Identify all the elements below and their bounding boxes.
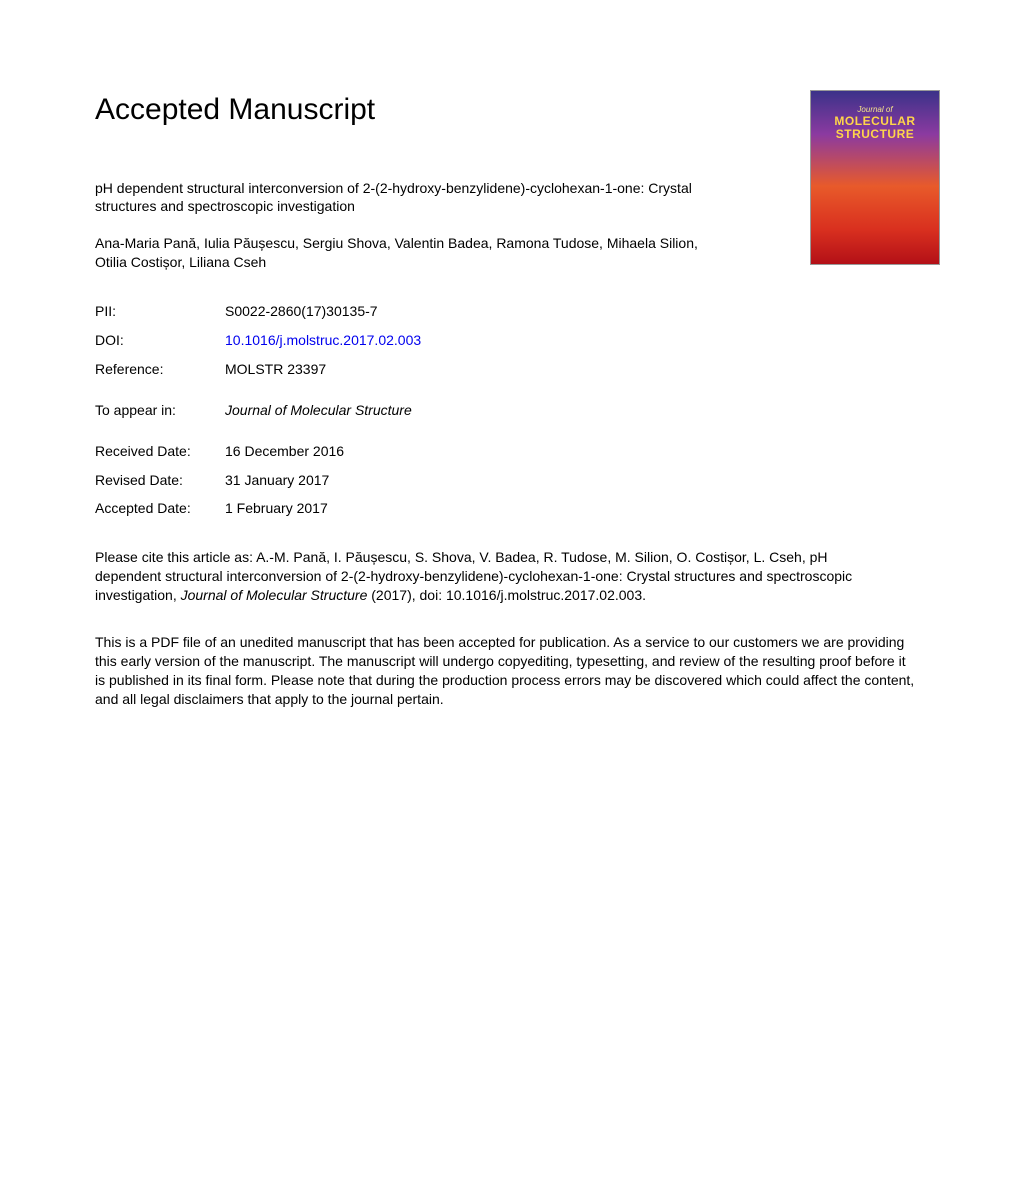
date-row-revised: Revised Date: 31 January 2017: [95, 471, 940, 490]
meta-row-doi: DOI: 10.1016/j.molstruc.2017.02.003: [95, 331, 940, 350]
cover-title: MOLECULAR STRUCTURE: [811, 115, 939, 141]
dates-block: Received Date: 16 December 2016 Revised …: [95, 442, 940, 519]
to-appear-value: Journal of Molecular Structure: [225, 401, 412, 420]
page-heading: Accepted Manuscript: [95, 90, 790, 131]
header-row: Accepted Manuscript pH dependent structu…: [95, 90, 940, 302]
pii-label: PII:: [95, 302, 225, 321]
citation-journal: Journal of Molecular Structure: [181, 587, 368, 603]
article-title: pH dependent structural interconversion …: [95, 179, 715, 217]
date-row-accepted: Accepted Date: 1 February 2017: [95, 499, 940, 518]
author-list: Ana-Maria Pană, Iulia Păușescu, Sergiu S…: [95, 234, 715, 272]
accepted-value: 1 February 2017: [225, 499, 328, 518]
citation-suffix: (2017), doi: 10.1016/j.molstruc.2017.02.…: [367, 587, 646, 603]
to-appear-row: To appear in: Journal of Molecular Struc…: [95, 401, 940, 420]
received-value: 16 December 2016: [225, 442, 344, 461]
meta-row-pii: PII: S0022-2860(17)30135-7: [95, 302, 940, 321]
cover-title-line1: MOLECULAR: [834, 114, 915, 128]
pii-value: S0022-2860(17)30135-7: [225, 302, 378, 321]
journal-cover-thumbnail: Journal of MOLECULAR STRUCTURE: [810, 90, 940, 265]
reference-label: Reference:: [95, 360, 225, 379]
citation-block: Please cite this article as: A.-M. Pană,…: [95, 548, 895, 605]
received-label: Received Date:: [95, 442, 225, 461]
cover-title-line2: STRUCTURE: [836, 127, 915, 141]
revised-value: 31 January 2017: [225, 471, 329, 490]
disclaimer-text: This is a PDF file of an unedited manusc…: [95, 633, 915, 709]
accepted-label: Accepted Date:: [95, 499, 225, 518]
meta-row-reference: Reference: MOLSTR 23397: [95, 360, 940, 379]
date-row-received: Received Date: 16 December 2016: [95, 442, 940, 461]
doi-link[interactable]: 10.1016/j.molstruc.2017.02.003: [225, 332, 421, 348]
to-appear-label: To appear in:: [95, 401, 225, 420]
doi-label: DOI:: [95, 331, 225, 350]
revised-label: Revised Date:: [95, 471, 225, 490]
metadata-table: PII: S0022-2860(17)30135-7 DOI: 10.1016/…: [95, 302, 940, 379]
header-left: Accepted Manuscript pH dependent structu…: [95, 90, 790, 302]
reference-value: MOLSTR 23397: [225, 360, 326, 379]
